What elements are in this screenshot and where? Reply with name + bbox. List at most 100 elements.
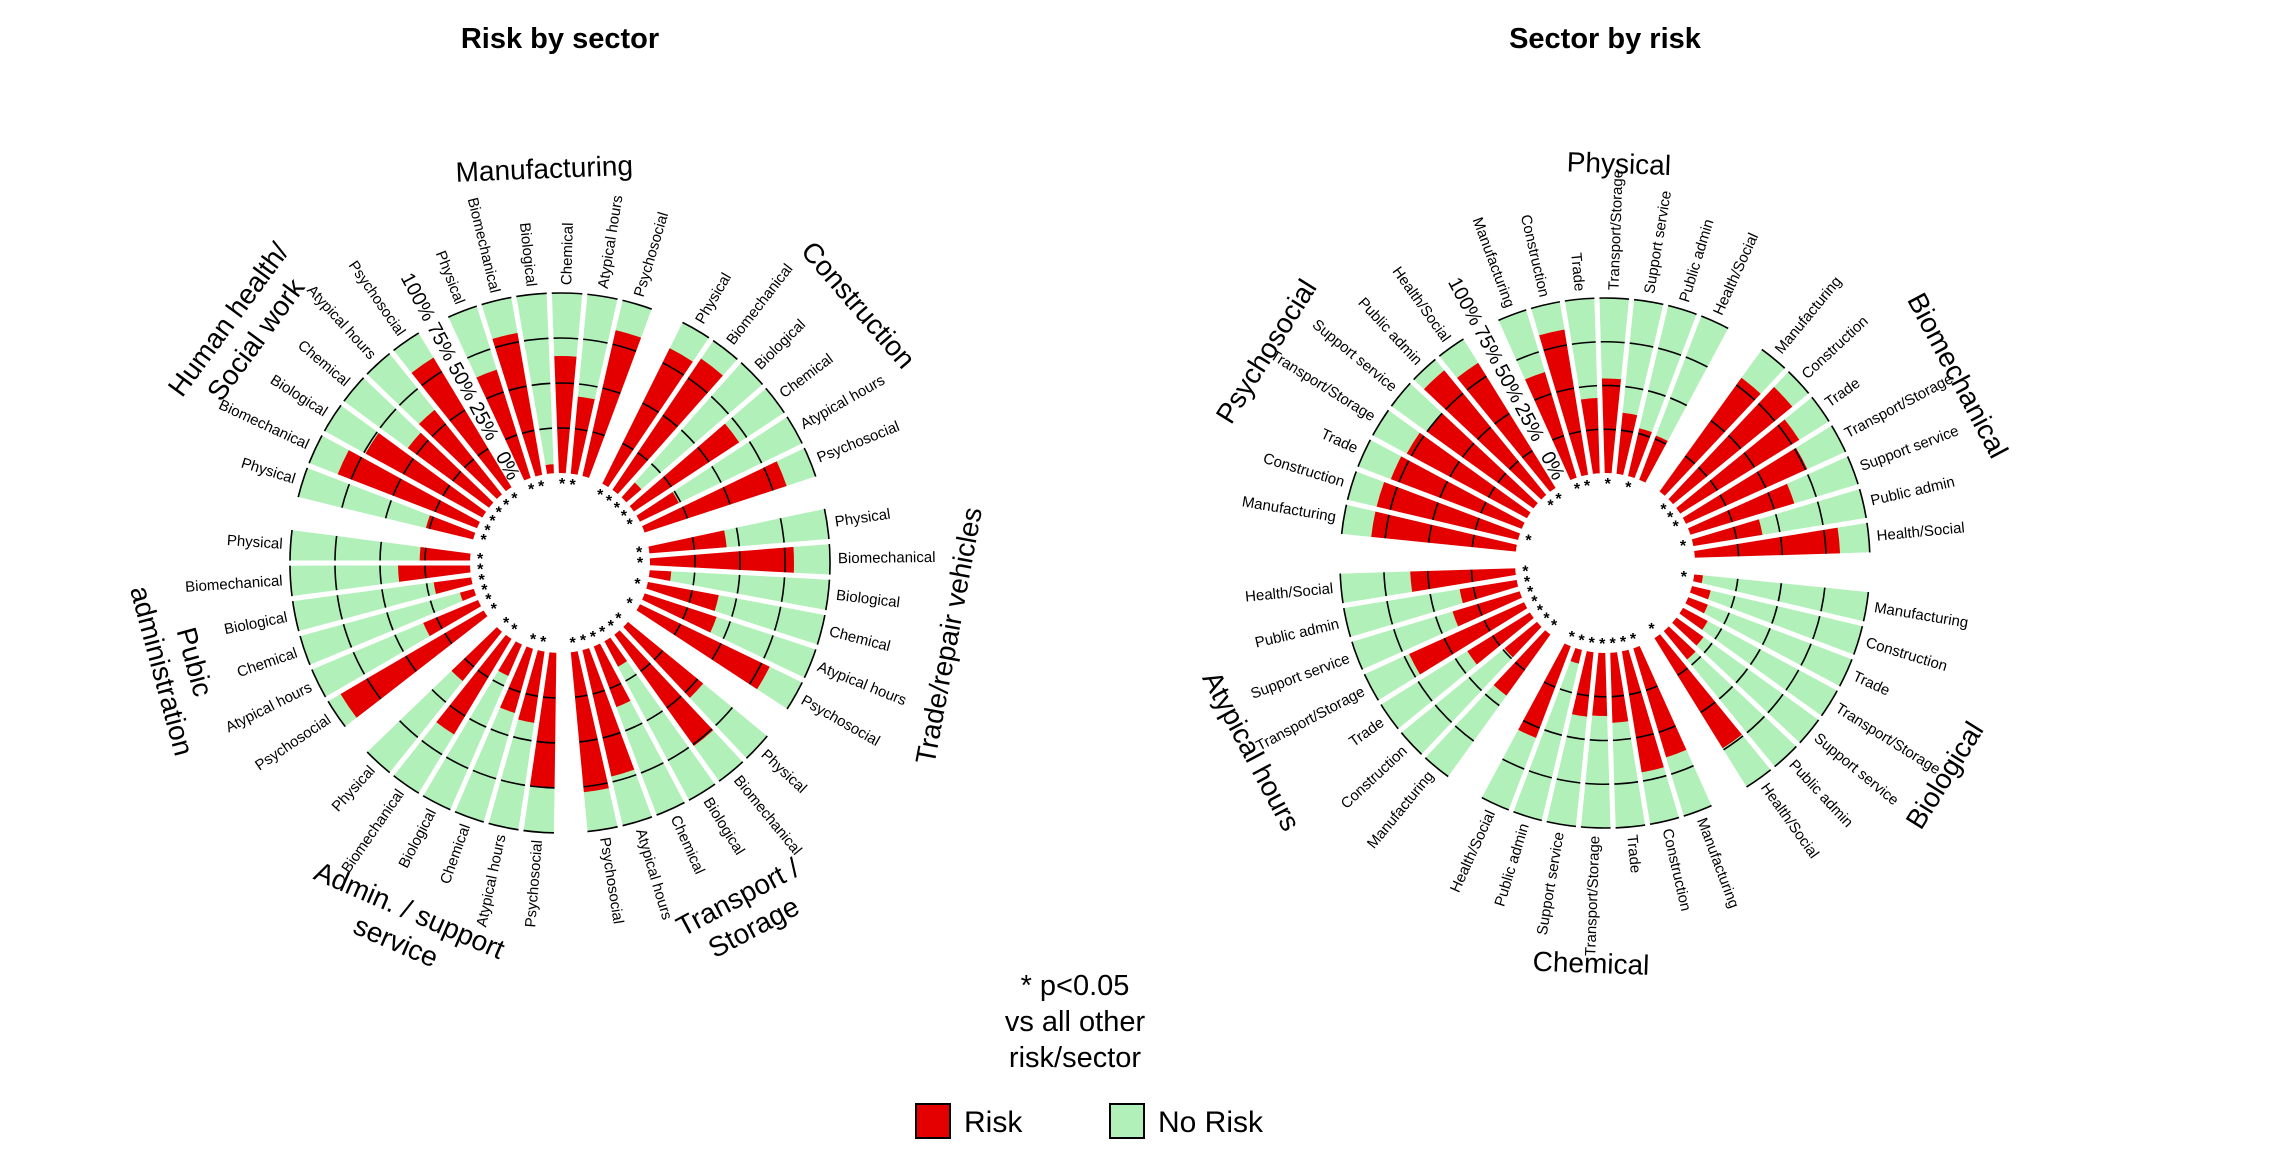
significance-star: * bbox=[511, 622, 518, 639]
risk-bar-health-social bbox=[1693, 527, 1841, 560]
significance-star: * bbox=[627, 517, 634, 534]
risk-bar-biomechanical bbox=[649, 546, 795, 573]
bar-label-physical: Physical bbox=[432, 248, 468, 306]
gridline-50 bbox=[1427, 411, 1513, 546]
significance-star: * bbox=[637, 555, 644, 572]
significance-star: * bbox=[503, 615, 510, 632]
note-line-2: vs all other bbox=[1005, 1006, 1146, 1038]
bar-separator bbox=[638, 442, 807, 528]
legend-no-risk-swatch bbox=[1109, 1103, 1145, 1139]
bar-separator bbox=[476, 302, 537, 480]
significance-star: * bbox=[1605, 476, 1612, 493]
bar-separator bbox=[1476, 639, 1566, 800]
bar-label-chemical: Chemical bbox=[776, 350, 836, 401]
risk-bar-chemical bbox=[592, 642, 632, 708]
bar-separator bbox=[362, 622, 499, 754]
significance-star: * bbox=[1667, 510, 1674, 527]
significance-star: * bbox=[1578, 633, 1585, 650]
risk-bar-atypical-hours bbox=[580, 647, 635, 777]
bar-separator bbox=[1525, 306, 1583, 480]
significance-star: * bbox=[481, 532, 488, 549]
significance-star: * bbox=[614, 500, 621, 517]
risk-bar-physical bbox=[419, 545, 471, 563]
bar-separator bbox=[1605, 650, 1616, 830]
significance-star: * bbox=[634, 576, 641, 593]
bar-separator bbox=[1376, 607, 1532, 706]
risk-bar-construction bbox=[1503, 620, 1543, 659]
risk-bar-transport-storage bbox=[1591, 652, 1609, 717]
risk-bar-manufacturing bbox=[1492, 629, 1552, 697]
bar-separator bbox=[417, 637, 517, 798]
bar-separator bbox=[647, 538, 832, 559]
risk-bar-transport-storage bbox=[1406, 432, 1532, 520]
bar-label-trade: Trade bbox=[1346, 714, 1387, 750]
risk-bar-psychosocial bbox=[529, 652, 558, 788]
risk-bar-psychosocial bbox=[635, 602, 770, 690]
significance-star: * bbox=[1630, 631, 1637, 648]
risk-bar-atypical-hours bbox=[635, 490, 680, 524]
group-label: Physical bbox=[1566, 146, 1671, 181]
significance-star: * bbox=[1610, 636, 1617, 653]
risk-bar-atypical-hours bbox=[422, 598, 482, 638]
risk-bar-transport-storage bbox=[1408, 600, 1529, 675]
risk-bar-atypical-hours bbox=[517, 649, 547, 724]
legend-risk-swatch bbox=[915, 1103, 951, 1139]
significance-star: * bbox=[1574, 481, 1581, 498]
bar-separator bbox=[565, 650, 588, 835]
significance-star: * bbox=[1547, 497, 1554, 514]
risk-bar-public-admin bbox=[1691, 518, 1763, 548]
significance-star: * bbox=[615, 611, 622, 628]
significance-star: * bbox=[621, 508, 628, 525]
bar-label-atypical-hours: Atypical hours bbox=[632, 827, 675, 922]
group-label-line: Chemical bbox=[1532, 946, 1650, 981]
bar-separator bbox=[1434, 354, 1552, 497]
bar-separator bbox=[1338, 563, 1518, 574]
risk-bar-physical bbox=[600, 348, 693, 488]
significance-star: * bbox=[1569, 629, 1576, 646]
risk-bar-trade bbox=[1684, 595, 1709, 615]
bar-separator bbox=[290, 572, 474, 602]
bar-separator bbox=[577, 297, 623, 478]
bar-label-biomechanical: Biomechanical bbox=[464, 196, 504, 295]
bar-separator bbox=[1692, 569, 1871, 593]
significance-star: * bbox=[511, 490, 518, 507]
bar-separator bbox=[588, 307, 658, 482]
bar-label-manufacturing: Manufacturing bbox=[1693, 816, 1742, 911]
risk-bar-physical bbox=[425, 514, 476, 541]
bar-separator bbox=[511, 294, 548, 477]
bar-separator bbox=[388, 348, 508, 496]
bar-label-public-admin: Public admin bbox=[1491, 821, 1532, 908]
significance-star: * bbox=[597, 487, 604, 504]
risk-bar-construction bbox=[1376, 481, 1521, 542]
legend-no-risk-label: No Risk bbox=[1158, 1106, 1264, 1139]
risk-bar-transport-storage bbox=[1678, 606, 1709, 631]
bar-label-transport-storage: Transport/Storage bbox=[1606, 170, 1627, 291]
risk-bar-trade bbox=[1580, 397, 1602, 475]
gridline-25 bbox=[1682, 453, 1740, 559]
bar-separator bbox=[642, 475, 820, 538]
bar-label-physical: Physical bbox=[226, 532, 283, 553]
risk-bar-biomechanical bbox=[611, 358, 724, 496]
risk-bar-biomechanical bbox=[492, 332, 544, 477]
bar-separator bbox=[546, 291, 559, 476]
bar-separator bbox=[616, 357, 743, 499]
bar-label-biomechanical: Biomechanical bbox=[838, 549, 936, 567]
bar-separator bbox=[1678, 420, 1834, 519]
risk-bar-support-service bbox=[1426, 412, 1539, 510]
bar-label-health-social: Health/Social bbox=[1447, 808, 1499, 895]
significance-star: * bbox=[485, 592, 492, 609]
group-physical: Manufacturing * Construction * Trade Transpor… bbox=[1469, 146, 1762, 498]
bar-separator bbox=[1462, 334, 1561, 490]
risk-bar-public-admin bbox=[1459, 578, 1519, 605]
axis-tick-label: 100% bbox=[1443, 274, 1487, 330]
bar-separator bbox=[1446, 632, 1556, 782]
risk-bar-health-social bbox=[1653, 633, 1743, 749]
outer-gridline bbox=[1744, 589, 1870, 790]
significance-star: * bbox=[477, 561, 484, 578]
bar-label-support-service: Support service bbox=[1641, 189, 1675, 295]
bar-label-trade: Trade bbox=[1567, 252, 1588, 292]
bar-separator bbox=[290, 524, 474, 554]
significance-star: * bbox=[1584, 478, 1591, 495]
bar-separator bbox=[1686, 591, 1856, 660]
